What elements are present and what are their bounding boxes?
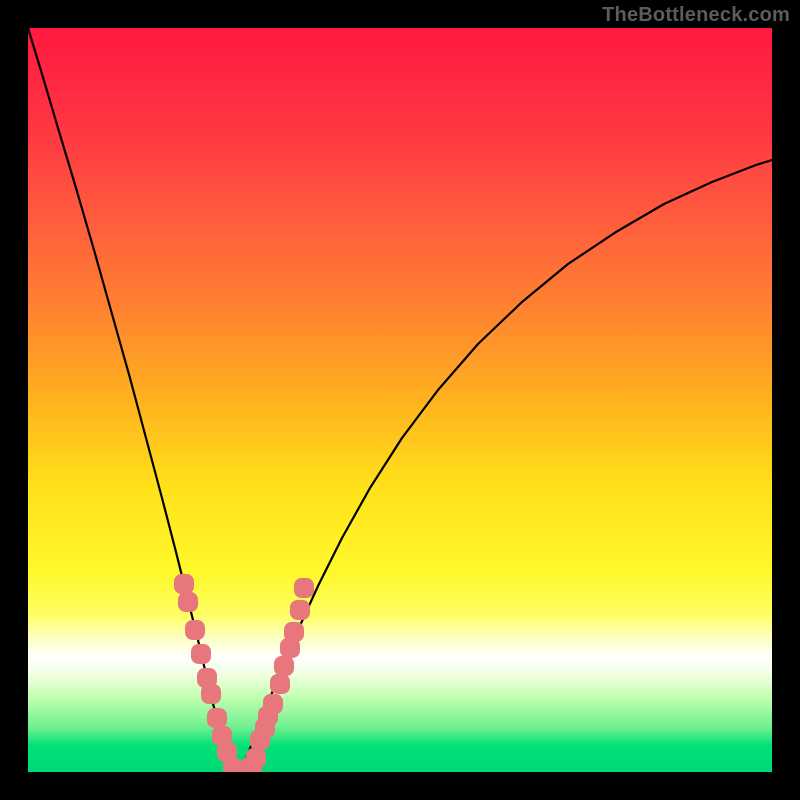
curve-right bbox=[237, 160, 772, 772]
data-marker bbox=[263, 694, 283, 714]
data-marker bbox=[207, 708, 227, 728]
data-marker bbox=[290, 600, 310, 620]
data-marker bbox=[270, 674, 290, 694]
plot-area bbox=[28, 28, 772, 772]
curves-layer bbox=[28, 28, 772, 772]
markers-left bbox=[174, 574, 247, 772]
data-marker bbox=[185, 620, 205, 640]
data-marker bbox=[191, 644, 211, 664]
data-marker bbox=[274, 656, 294, 676]
data-marker bbox=[174, 574, 194, 594]
chart-frame: TheBottleneck.com bbox=[0, 0, 800, 800]
data-marker bbox=[294, 578, 314, 598]
data-marker bbox=[201, 684, 221, 704]
data-marker bbox=[246, 748, 266, 768]
markers-right bbox=[232, 578, 314, 772]
data-marker bbox=[284, 622, 304, 642]
watermark-text: TheBottleneck.com bbox=[602, 4, 790, 27]
data-marker bbox=[178, 592, 198, 612]
